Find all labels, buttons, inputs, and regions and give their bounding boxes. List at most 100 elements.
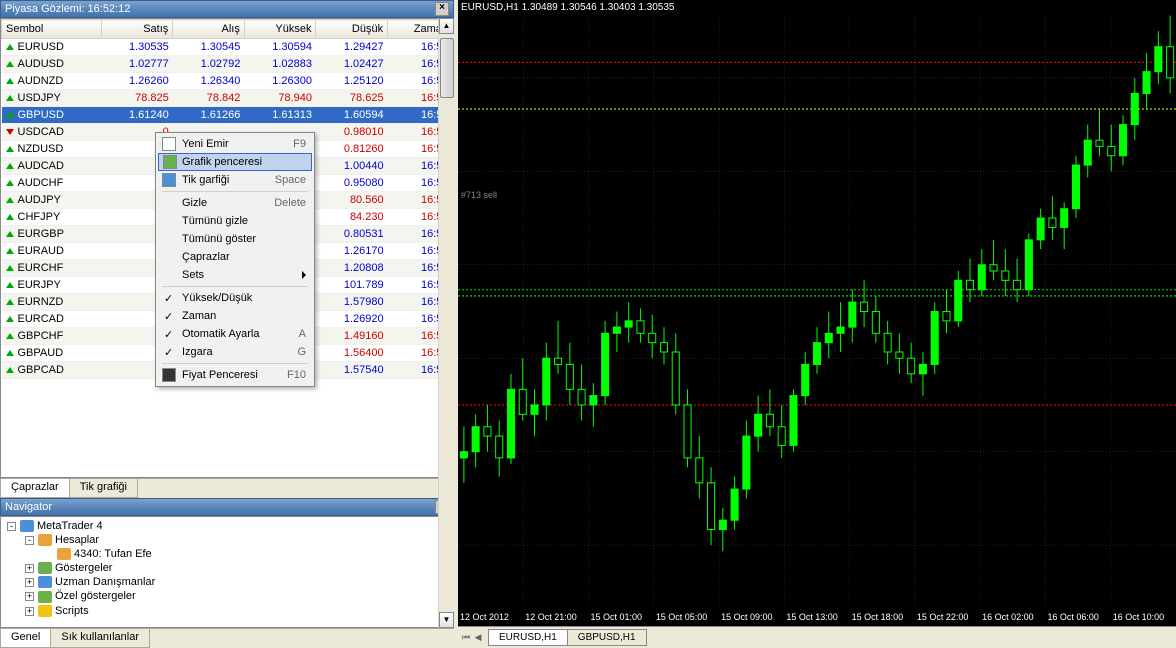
navigator-tabs: GenelSık kullanılanlar (0, 628, 454, 648)
menu-item[interactable]: Fiyat PenceresiF10 (158, 366, 312, 384)
symbol-row[interactable]: AUDUSD1.027771.027921.028831.0242716:52 (2, 56, 453, 73)
context-menu: Yeni EmirF9Grafik penceresiTik garfiğiSp… (155, 132, 315, 387)
menu-item[interactable]: Yeni EmirF9 (158, 135, 312, 153)
arrow-up-icon (6, 265, 14, 271)
column-header[interactable]: Yüksek (244, 20, 316, 39)
position-label: #713 sell (461, 190, 497, 200)
collapse-icon[interactable]: - (7, 522, 16, 531)
symbol-row[interactable]: USDJPY78.82578.84278.94078.62516:52 (2, 90, 453, 107)
menu-item[interactable]: ✓IzgaraG (158, 343, 312, 361)
menu-item[interactable]: Grafik penceresi (158, 153, 312, 171)
arrow-up-icon (6, 180, 14, 186)
expand-icon[interactable]: + (25, 578, 34, 587)
chart-tab[interactable]: GBPUSD,H1 (567, 629, 647, 646)
tab-sık-kullanılanlar[interactable]: Sık kullanılanlar (50, 629, 150, 648)
tree-icon (57, 548, 71, 560)
arrow-up-icon (6, 350, 14, 356)
chart-tabs: ⏮ ◀ EURUSD,H1GBPUSD,H1 (458, 626, 1176, 648)
menu-item[interactable]: ✓Yüksek/Düşük (158, 289, 312, 307)
tree-item[interactable]: -Hesaplar (3, 533, 451, 547)
scroll-thumb[interactable] (440, 38, 454, 98)
expand-icon[interactable]: + (25, 564, 34, 573)
arrow-up-icon (6, 146, 14, 152)
price-icon (162, 368, 176, 382)
arrow-up-icon (6, 214, 14, 220)
check-icon: ✓ (164, 328, 173, 341)
scrollbar[interactable]: ▲ ▼ (438, 18, 454, 478)
arrow-up-icon (6, 112, 14, 118)
check-icon: ✓ (164, 292, 173, 305)
tree-item[interactable]: +Özel göstergeler (3, 589, 451, 603)
tree-item[interactable]: +Uzman Danışmanlar (3, 575, 451, 589)
column-header[interactable]: Alış (173, 20, 245, 39)
arrow-up-icon (6, 248, 14, 254)
tree-icon (20, 520, 34, 532)
collapse-icon[interactable]: - (25, 536, 34, 545)
scroll-up-icon[interactable]: ▲ (439, 18, 454, 34)
column-header[interactable]: Sembol (2, 20, 102, 39)
svg-text:15 Oct 05:00: 15 Oct 05:00 (656, 612, 707, 622)
menu-item[interactable]: GizleDelete (158, 194, 312, 212)
arrow-up-icon (6, 61, 14, 67)
symbol-row[interactable]: EURUSD1.305351.305451.305941.2942716:52 (2, 39, 453, 56)
expand-icon[interactable]: + (25, 592, 34, 601)
menu-item[interactable]: Tümünü göster (158, 230, 312, 248)
svg-text:15 Oct 01:00: 15 Oct 01:00 (591, 612, 642, 622)
arrow-up-icon (6, 44, 14, 50)
tab-nav-first-icon[interactable]: ⏮ (460, 632, 472, 643)
tree-icon (38, 576, 52, 588)
tab-tik-grafiği[interactable]: Tik grafiği (69, 479, 138, 498)
submenu-arrow-icon (302, 271, 306, 279)
tree-icon (38, 591, 52, 603)
menu-item[interactable]: Çaprazlar (158, 248, 312, 266)
chart-tab[interactable]: EURUSD,H1 (488, 629, 568, 646)
tree-icon (38, 534, 52, 546)
column-header[interactable]: Satış (101, 20, 173, 39)
svg-text:12 Oct 21:00: 12 Oct 21:00 (525, 612, 576, 622)
svg-text:15 Oct 22:00: 15 Oct 22:00 (917, 612, 968, 622)
navigator-tree: -MetaTrader 4-Hesaplar4340: Tufan Efe+Gö… (0, 516, 454, 628)
tab-çaprazlar[interactable]: Çaprazlar (0, 479, 70, 498)
menu-item[interactable]: ✓Otomatik AyarlaA (158, 325, 312, 343)
menu-item[interactable]: Tik garfiğiSpace (158, 171, 312, 189)
market-watch-titlebar: Piyasa Gözlemi: 16:52:12 × (0, 0, 454, 18)
close-icon[interactable]: × (435, 2, 449, 16)
symbol-row[interactable]: AUDNZD1.262601.263401.263001.2512016:52 (2, 73, 453, 90)
tree-item[interactable]: +Göstergeler (3, 561, 451, 575)
symbol-row[interactable]: GBPUSD1.612401.612661.613131.6059416:52 (2, 107, 453, 124)
arrow-up-icon (6, 333, 14, 339)
market-watch-tabs: ÇaprazlarTik grafiği (0, 478, 454, 498)
chart-area[interactable]: EURUSD,H1 1.30489 1.30546 1.30403 1.3053… (458, 0, 1176, 623)
check-icon: ✓ (164, 310, 173, 323)
arrow-down-icon (6, 129, 14, 135)
tree-item[interactable]: -MetaTrader 4 (3, 519, 451, 533)
menu-item[interactable]: ✓Zaman (158, 307, 312, 325)
svg-text:15 Oct 13:00: 15 Oct 13:00 (786, 612, 837, 622)
tree-icon (38, 605, 52, 617)
menu-item[interactable]: Sets (158, 266, 312, 284)
tree-item[interactable]: +Scripts (3, 604, 451, 618)
new-icon (162, 137, 176, 151)
tree-item[interactable]: 4340: Tufan Efe (3, 547, 451, 561)
arrow-up-icon (6, 197, 14, 203)
svg-text:16 Oct 06:00: 16 Oct 06:00 (1047, 612, 1098, 622)
arrow-up-icon (6, 367, 14, 373)
arrow-up-icon (6, 163, 14, 169)
column-header[interactable]: Düşük (316, 20, 388, 39)
arrow-up-icon (6, 282, 14, 288)
arrow-up-icon (6, 299, 14, 305)
market-watch-title: Piyasa Gözlemi: 16:52:12 (5, 0, 130, 18)
tab-nav-prev-icon[interactable]: ◀ (472, 632, 484, 643)
menu-separator (162, 191, 308, 192)
arrow-up-icon (6, 78, 14, 84)
svg-text:15 Oct 09:00: 15 Oct 09:00 (721, 612, 772, 622)
tick-icon (162, 173, 176, 187)
svg-text:15 Oct 18:00: 15 Oct 18:00 (852, 612, 903, 622)
menu-item[interactable]: Tümünü gizle (158, 212, 312, 230)
svg-text:16 Oct 10:00: 16 Oct 10:00 (1113, 612, 1164, 622)
expand-icon[interactable]: + (25, 607, 34, 616)
arrow-up-icon (6, 316, 14, 322)
tab-genel[interactable]: Genel (0, 629, 51, 648)
navigator-titlebar: Navigator × (0, 498, 454, 516)
arrow-up-icon (6, 95, 14, 101)
